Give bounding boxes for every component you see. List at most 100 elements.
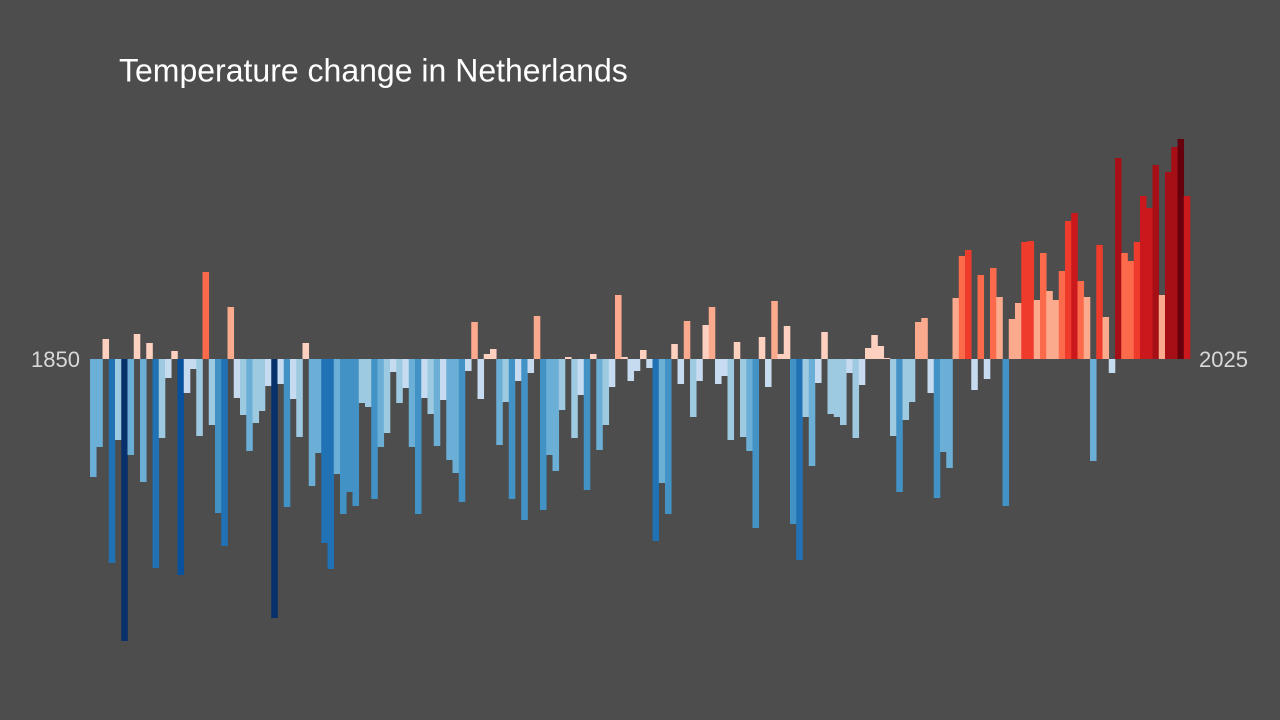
bar — [740, 359, 747, 437]
bar — [808, 359, 816, 466]
bar — [902, 359, 910, 420]
bar — [121, 359, 128, 641]
bar — [390, 359, 397, 372]
bar — [665, 359, 672, 514]
bar — [1165, 172, 1172, 359]
bar — [283, 359, 291, 507]
bar — [1133, 242, 1141, 359]
bar — [327, 359, 335, 569]
bar — [696, 359, 703, 381]
bar — [440, 359, 447, 400]
bar — [721, 359, 728, 376]
bar — [833, 359, 841, 417]
bar — [177, 359, 185, 575]
bar — [708, 307, 716, 359]
bar — [358, 359, 366, 403]
bar — [1040, 253, 1047, 359]
bar — [290, 359, 297, 399]
bar — [371, 359, 378, 499]
bar — [1183, 196, 1191, 359]
bar — [115, 359, 122, 440]
bar — [246, 359, 253, 451]
bar — [308, 359, 316, 486]
bar — [602, 359, 610, 425]
bar — [90, 359, 97, 477]
bar — [946, 359, 953, 468]
bar — [1115, 158, 1122, 359]
bar — [1058, 271, 1066, 359]
bar — [502, 359, 510, 402]
start-year-label: 1850 — [31, 347, 80, 372]
bar — [871, 335, 878, 359]
bar — [640, 350, 647, 359]
bar — [883, 358, 891, 359]
bar — [146, 343, 153, 359]
bar — [971, 359, 978, 390]
bar — [915, 322, 922, 359]
bar — [533, 316, 541, 359]
bar — [815, 359, 822, 383]
bar — [927, 359, 935, 393]
bar — [421, 359, 428, 398]
bar — [690, 359, 697, 417]
bar — [1083, 297, 1091, 359]
bar — [1096, 245, 1103, 359]
bar — [952, 298, 960, 359]
bar — [1090, 359, 1097, 461]
bar — [621, 357, 628, 359]
bar — [677, 359, 685, 384]
bar — [940, 359, 947, 452]
bar — [752, 359, 760, 528]
bar — [1052, 300, 1060, 359]
bar — [127, 359, 135, 455]
bar — [396, 359, 403, 403]
bar — [496, 359, 503, 445]
bar — [921, 318, 928, 359]
bar — [1046, 291, 1053, 359]
bar — [1027, 241, 1035, 359]
bar — [1158, 295, 1166, 359]
bar — [1071, 213, 1078, 359]
bar — [1108, 359, 1116, 373]
bar — [977, 275, 985, 359]
bar — [1021, 242, 1028, 359]
bar — [208, 359, 216, 425]
bar — [271, 359, 278, 618]
bar — [1177, 139, 1185, 359]
bar — [546, 359, 553, 455]
bar — [540, 359, 547, 510]
bar — [458, 359, 466, 502]
bar — [1146, 208, 1153, 359]
bar — [877, 346, 885, 359]
bar — [796, 359, 803, 560]
bar — [646, 359, 653, 368]
bar — [746, 359, 753, 451]
bar — [490, 349, 497, 359]
bar — [733, 342, 741, 359]
bar — [615, 295, 622, 359]
bar — [683, 321, 691, 359]
bar — [1121, 253, 1128, 359]
bar — [346, 359, 353, 492]
bar — [577, 359, 585, 395]
bar — [415, 359, 422, 514]
bar — [202, 272, 210, 359]
bar — [196, 359, 203, 436]
bar — [165, 359, 172, 378]
bar — [321, 359, 328, 543]
bar — [552, 359, 560, 471]
bar — [958, 256, 966, 359]
bar — [427, 359, 435, 414]
bar — [215, 359, 222, 513]
bar — [627, 359, 635, 381]
bar — [1127, 261, 1135, 359]
bar — [633, 359, 641, 371]
bar — [296, 359, 303, 437]
bar — [1152, 165, 1160, 359]
bar — [565, 357, 572, 359]
bar — [890, 359, 897, 436]
bar — [340, 359, 347, 514]
bar — [758, 337, 766, 359]
bar — [521, 359, 528, 520]
bar — [233, 359, 241, 398]
